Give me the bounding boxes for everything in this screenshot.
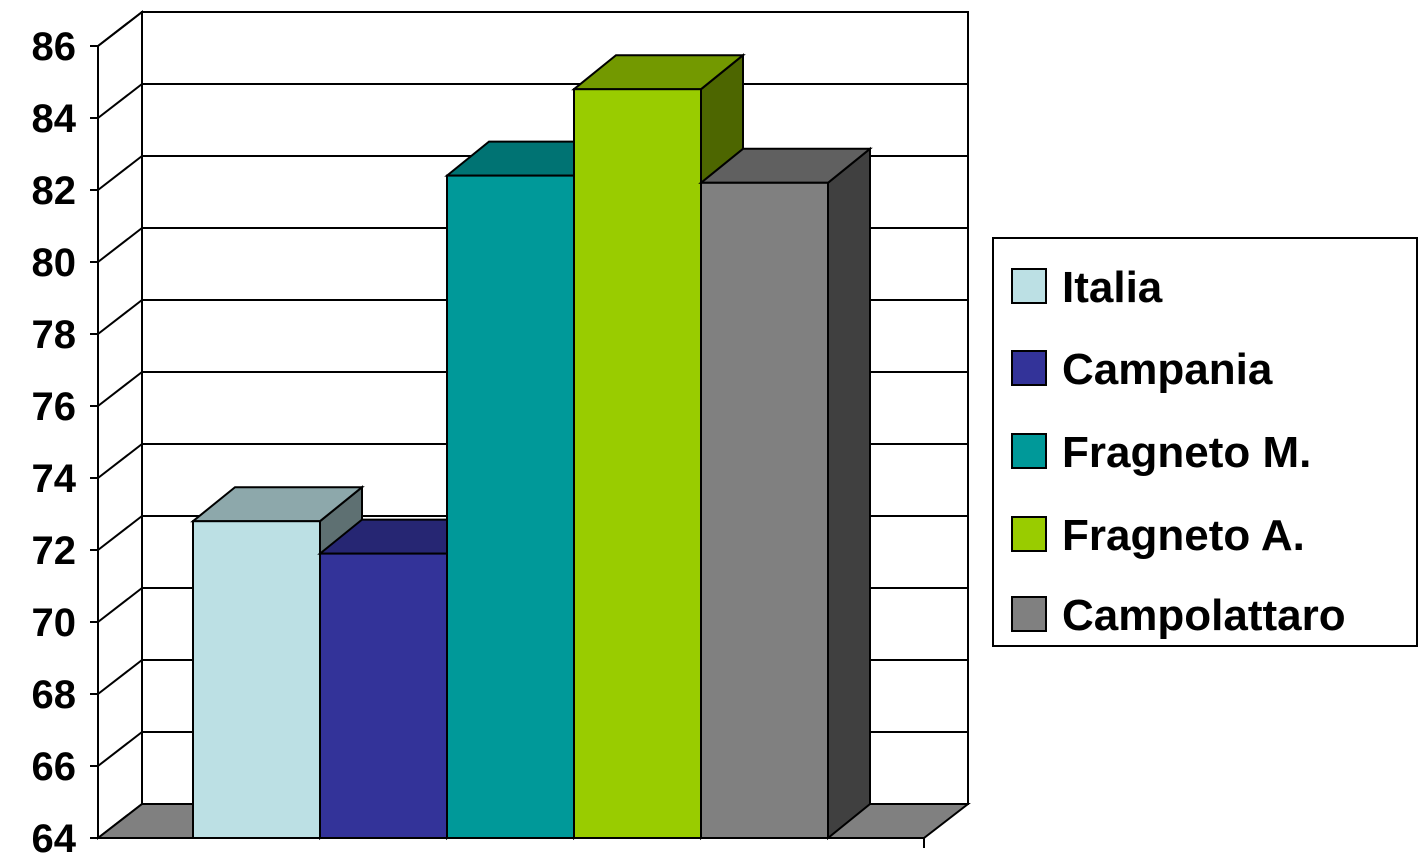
y-tick-label: 74	[32, 457, 77, 501]
legend-swatch	[1011, 596, 1047, 632]
y-tick-label: 80	[32, 241, 77, 285]
gridline-side	[97, 587, 143, 623]
y-tick-labels: 64 66 68 70 72 74 76 78 80 82 84 86	[32, 25, 77, 860]
legend-item: Italia	[1011, 263, 1163, 312]
gridline-side	[97, 83, 143, 119]
legend-label: Fragneto A.	[1062, 511, 1305, 560]
y-tick-label: 70	[32, 601, 77, 645]
y-tick-label: 82	[32, 169, 77, 213]
bars	[190, 53, 873, 841]
legend-label: Fragneto M.	[1062, 428, 1311, 477]
bar-front	[573, 88, 702, 839]
y-tick-label: 76	[32, 385, 77, 429]
gridline-side	[97, 515, 143, 551]
side-wall	[97, 9, 143, 841]
legend-swatch	[1011, 516, 1047, 552]
legend-label: Campolattaro	[1062, 591, 1346, 640]
y-tick-label: 64	[32, 817, 77, 860]
gridline-side	[97, 731, 143, 767]
y-tick-label: 78	[32, 313, 77, 357]
gridline-side	[97, 371, 143, 407]
legend-item: Fragneto M.	[1011, 428, 1311, 477]
gridline-side	[97, 227, 143, 263]
gridline-side	[97, 659, 143, 695]
legend-label: Italia	[1062, 263, 1163, 312]
bar-front	[192, 520, 321, 839]
legend-swatch	[1011, 268, 1047, 304]
bar-side	[827, 146, 871, 841]
bar-front	[700, 181, 829, 840]
gridline-side	[97, 299, 143, 335]
legend-swatch	[1011, 433, 1047, 469]
gridline-side	[97, 443, 143, 479]
legend: Italia Campania Fragneto M. Fragneto A. Camp…	[992, 237, 1418, 647]
legend-item: Campolattaro	[1011, 591, 1346, 640]
y-tick-label: 66	[32, 745, 77, 789]
legend-label: Campania	[1062, 345, 1273, 394]
gridline-side	[97, 11, 143, 47]
bar-front	[319, 552, 448, 839]
legend-box	[992, 237, 1418, 647]
bar	[698, 146, 873, 841]
bar-front	[446, 174, 575, 840]
legend-item: Campania	[1011, 345, 1273, 394]
legend-item: Fragneto A.	[1011, 511, 1305, 560]
y-tick-label: 72	[32, 529, 77, 573]
y-tick-label: 68	[32, 673, 77, 717]
y-tick-label: 84	[32, 97, 77, 141]
gridline-side	[97, 155, 143, 191]
legend-swatch	[1011, 350, 1047, 386]
y-tick-label: 86	[32, 25, 77, 69]
